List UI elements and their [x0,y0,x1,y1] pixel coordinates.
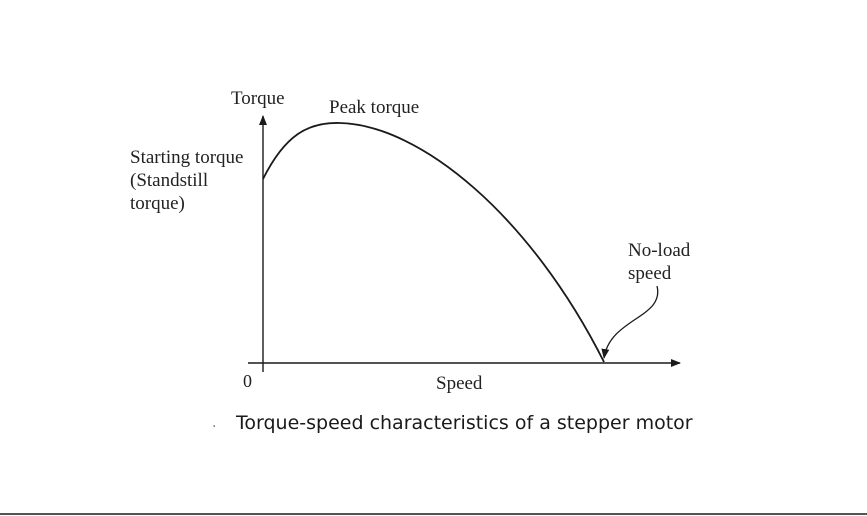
bottom-divider [0,513,867,515]
no-load-speed-label: speed [628,263,672,284]
standstill-label: (Standstill [130,170,208,191]
figure-caption: Torque-speed characteristics of a steppe… [236,412,693,434]
origin-label: 0 [243,371,252,391]
y-axis-label: Torque [231,88,285,109]
standstill-torque-label: torque) [130,193,185,214]
peak-torque-label: Peak torque [329,97,419,118]
no-load-label: No-load [628,240,691,261]
x-axis-label: Speed [436,373,483,394]
starting-torque-label: Starting torque [130,147,243,168]
no-load-pointer-arrow [601,285,659,359]
caption-bullet: · [212,419,217,435]
torque-speed-curve [262,122,605,363]
